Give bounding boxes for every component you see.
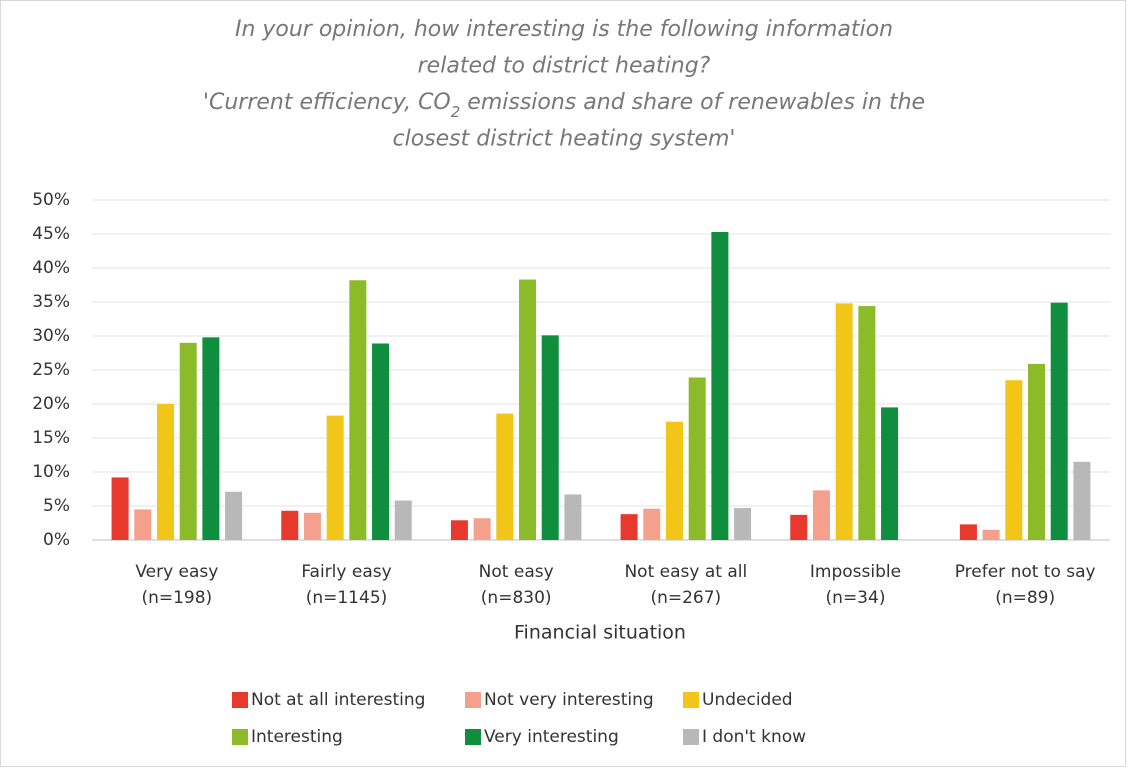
bar xyxy=(519,279,537,540)
bar xyxy=(473,518,491,540)
y-tick-label: 10% xyxy=(32,462,70,482)
legend-label: Very interesting xyxy=(484,727,619,747)
bar xyxy=(734,508,752,540)
bar xyxy=(835,303,853,540)
bar xyxy=(665,421,683,540)
bar xyxy=(496,413,514,540)
x-axis-label: Financial situation xyxy=(514,622,686,644)
legend-swatch xyxy=(232,729,248,745)
x-tick-label: (n=34) xyxy=(826,588,886,608)
legend-swatch xyxy=(683,692,699,708)
title-part: 'Current efficiency, CO xyxy=(203,90,451,115)
bar xyxy=(202,337,220,540)
bar xyxy=(156,404,174,540)
legend-label: Undecided xyxy=(702,690,793,710)
bar xyxy=(349,280,367,540)
legend-swatch xyxy=(232,692,248,708)
bar xyxy=(179,342,197,540)
title-part: emissions and share of renewables in the xyxy=(460,90,925,115)
x-tick-label: (n=198) xyxy=(141,588,212,608)
y-tick-label: 15% xyxy=(32,428,70,448)
legend-label: Not at all interesting xyxy=(251,690,425,710)
bar xyxy=(643,508,661,540)
x-tick-label: Not easy at all xyxy=(624,562,747,582)
x-tick-label: Impossible xyxy=(810,562,901,582)
x-tick-label: (n=89) xyxy=(995,588,1055,608)
x-tick-label: (n=1145) xyxy=(306,588,388,608)
y-tick-label: 0% xyxy=(43,530,70,550)
bar xyxy=(959,524,977,540)
bar xyxy=(281,510,299,540)
bar xyxy=(134,509,152,540)
legend-swatch xyxy=(465,729,481,745)
bar xyxy=(982,529,1000,540)
chart-title: 'Current efficiency, CO2 emissions and s… xyxy=(203,90,925,121)
y-tick-label: 30% xyxy=(32,326,70,346)
legend-swatch xyxy=(465,692,481,708)
x-tick-label: (n=267) xyxy=(650,588,721,608)
chart-title: closest district heating system' xyxy=(393,127,736,152)
legend-label: Interesting xyxy=(251,727,343,747)
bar xyxy=(326,415,344,540)
x-tick-label: Very easy xyxy=(135,562,218,582)
y-tick-label: 40% xyxy=(32,258,70,278)
legend-swatch xyxy=(683,729,699,745)
y-tick-label: 35% xyxy=(32,292,70,312)
bar xyxy=(541,335,559,540)
y-tick-label: 50% xyxy=(32,190,70,210)
x-tick-label: Prefer not to say xyxy=(955,562,1096,582)
bar xyxy=(1028,363,1046,540)
bar xyxy=(858,306,876,540)
bar xyxy=(394,500,412,540)
bar xyxy=(711,231,729,540)
bar xyxy=(881,407,899,540)
bar xyxy=(812,490,830,540)
bar xyxy=(450,520,468,540)
y-tick-label: 20% xyxy=(32,394,70,414)
bar xyxy=(303,512,321,540)
bar xyxy=(688,377,706,540)
chart-title: related to district heating? xyxy=(418,54,711,79)
y-tick-label: 45% xyxy=(32,224,70,244)
bar xyxy=(1050,302,1068,540)
bar xyxy=(372,343,390,540)
bar xyxy=(1073,461,1091,540)
bar xyxy=(790,514,808,540)
title-part: 2 xyxy=(451,103,461,121)
bar xyxy=(111,477,129,540)
bar xyxy=(620,514,638,540)
x-tick-label: Fairly easy xyxy=(301,562,391,582)
bar xyxy=(564,494,582,540)
bar xyxy=(1005,380,1023,540)
chart-title: In your opinion, how interesting is the … xyxy=(235,17,893,42)
legend-label: Not very interesting xyxy=(484,690,654,710)
x-tick-label: Not easy xyxy=(479,562,554,582)
legend-label: I don't know xyxy=(702,727,806,747)
bar xyxy=(225,491,243,540)
x-tick-label: (n=830) xyxy=(481,588,552,608)
y-tick-label: 25% xyxy=(32,360,70,380)
y-tick-label: 5% xyxy=(43,496,70,516)
